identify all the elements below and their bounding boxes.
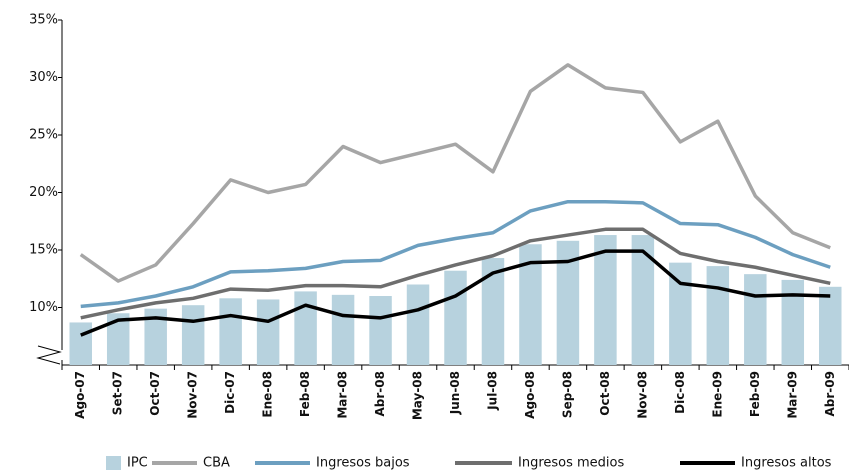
y-tick-label: 10% [29,300,58,315]
x-tick-label: Mar-09 [785,371,799,419]
x-tick-label: Sep-08 [560,371,574,418]
x-tick-label: Abr-08 [373,371,387,416]
x-tick-label: Nov-07 [186,371,200,419]
x-tick-label: Mar-08 [336,371,350,419]
x-tick-label: Oct-08 [598,371,612,416]
x-tick-label: Ene-09 [710,371,724,418]
bar [331,294,355,365]
legend-label: Ingresos altos [741,456,832,471]
line-series [80,227,831,320]
bar [369,296,392,365]
legend-swatch [106,456,121,470]
bar [406,284,430,365]
bar [106,313,130,365]
bar [181,305,205,365]
bar [444,270,467,365]
bar [669,262,692,365]
bar [481,258,505,365]
y-tick-label: 25% [29,128,58,143]
legend-label: Ingresos bajos [316,456,410,471]
bar [69,322,92,365]
legend-label: Ingresos medios [518,456,624,471]
x-tick-label: Oct-07 [148,371,162,416]
bar [144,308,167,365]
x-tick-label: Jul-08 [485,371,499,411]
bar [256,299,280,365]
legend-label: IPC [127,456,148,471]
y-tick-label: 35% [29,13,58,28]
x-tick-label: Feb-08 [298,371,312,417]
x-tick-label: Abr-09 [823,371,837,416]
bar [631,235,655,365]
line-series [79,63,831,283]
x-tick-label: Ago-07 [73,371,87,419]
y-tick-label: 15% [29,243,58,258]
x-tick-label: Dic-08 [673,371,687,414]
line-series [80,199,831,309]
x-tick-label: Dic-07 [223,371,237,414]
bar [219,298,242,365]
bar [819,286,842,365]
axis-break [36,345,62,365]
bar [294,291,317,365]
x-tick-label: Feb-09 [748,371,762,417]
y-tick-label: 20% [29,185,58,200]
bar [594,235,617,365]
line-series [80,249,831,337]
x-tick-label: Nov-08 [635,371,649,419]
x-tick-label: Ago-08 [523,371,537,419]
bar [556,240,580,365]
x-tick-label: Set-07 [111,371,125,415]
legend-label: CBA [203,456,230,471]
bar [706,266,730,365]
x-tick-label: Jun-08 [448,371,462,415]
y-tick-label: 30% [29,70,58,85]
bar [744,274,767,365]
x-tick-label: May-08 [411,371,425,420]
x-tick-label: Ene-08 [261,371,275,418]
bar [781,279,805,365]
bar [519,244,542,365]
